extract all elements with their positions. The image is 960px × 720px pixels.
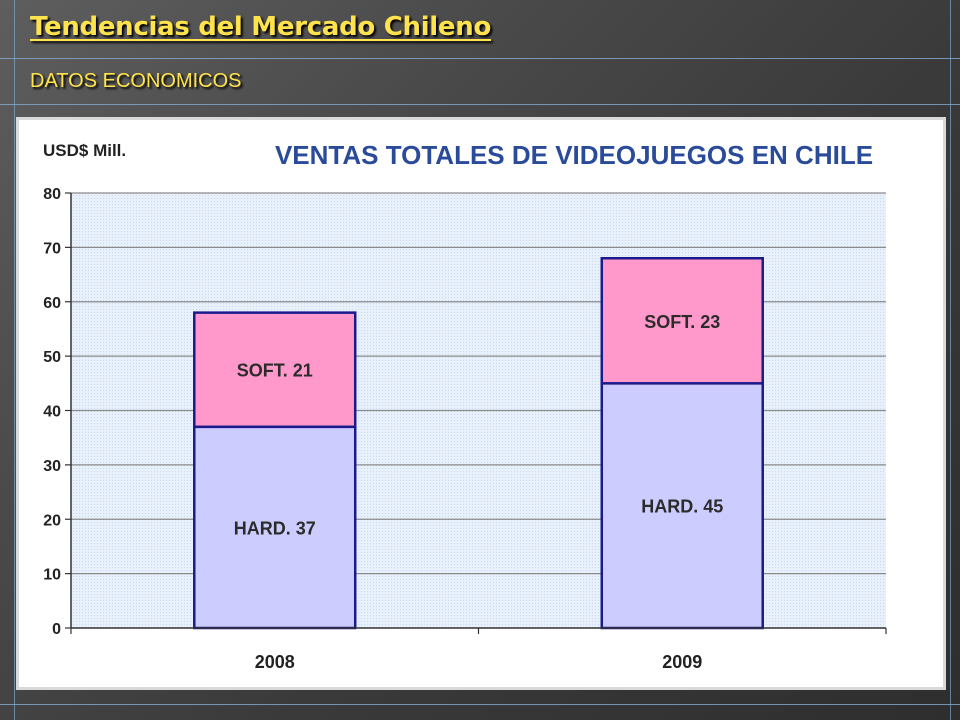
slide-title: Tendencias del Mercado Chileno bbox=[30, 12, 492, 42]
bar-hard-2009 bbox=[600, 382, 764, 630]
left-divider bbox=[14, 0, 15, 720]
data-label: SOFT. 23 bbox=[644, 312, 720, 332]
y-tick-label: 30 bbox=[43, 458, 61, 475]
y-tick-label: 40 bbox=[43, 404, 61, 421]
bars: HARD. 37 SOFT. 21 HARD. 45 SOFT. 23 bbox=[193, 257, 764, 630]
x-tick-label: 2009 bbox=[662, 652, 702, 672]
bar-soft-2008 bbox=[193, 311, 357, 429]
y-tick-label: 70 bbox=[43, 240, 61, 257]
slide-subtitle: DATOS ECONOMICOS bbox=[30, 70, 242, 92]
y-tick-label: 80 bbox=[43, 186, 61, 203]
chart-title: VENTAS TOTALES DE VIDEOJUEGOS EN CHILE bbox=[275, 140, 873, 170]
footer-divider bbox=[0, 704, 960, 705]
bar-soft-2009 bbox=[600, 257, 764, 385]
header-divider-top bbox=[0, 58, 960, 59]
header-divider-bottom bbox=[0, 104, 960, 105]
data-label: HARD. 37 bbox=[234, 518, 316, 538]
y-tick-label: 60 bbox=[43, 295, 61, 312]
y-axis-label: USD$ Mill. bbox=[43, 141, 126, 160]
y-tick-label: 50 bbox=[43, 349, 61, 366]
data-label: SOFT. 21 bbox=[237, 361, 313, 381]
y-tick-label: 10 bbox=[43, 567, 61, 584]
right-divider bbox=[950, 0, 951, 720]
y-tick-label: 0 bbox=[52, 621, 61, 638]
data-label: HARD. 45 bbox=[641, 497, 723, 517]
y-tick-label: 20 bbox=[43, 512, 61, 529]
sales-chart: HARD. 37 SOFT. 21 HARD. 45 SOFT. 23 0 10 20 30… bbox=[43, 140, 887, 672]
chart-frame: HARD. 37 SOFT. 21 HARD. 45 SOFT. 23 0 10 20 30… bbox=[16, 117, 946, 690]
x-tick-label: 2008 bbox=[255, 652, 295, 672]
axes: 0 10 20 30 40 50 60 70 80 2008 2009 bbox=[43, 186, 887, 672]
bar-hard-2008 bbox=[193, 425, 357, 630]
